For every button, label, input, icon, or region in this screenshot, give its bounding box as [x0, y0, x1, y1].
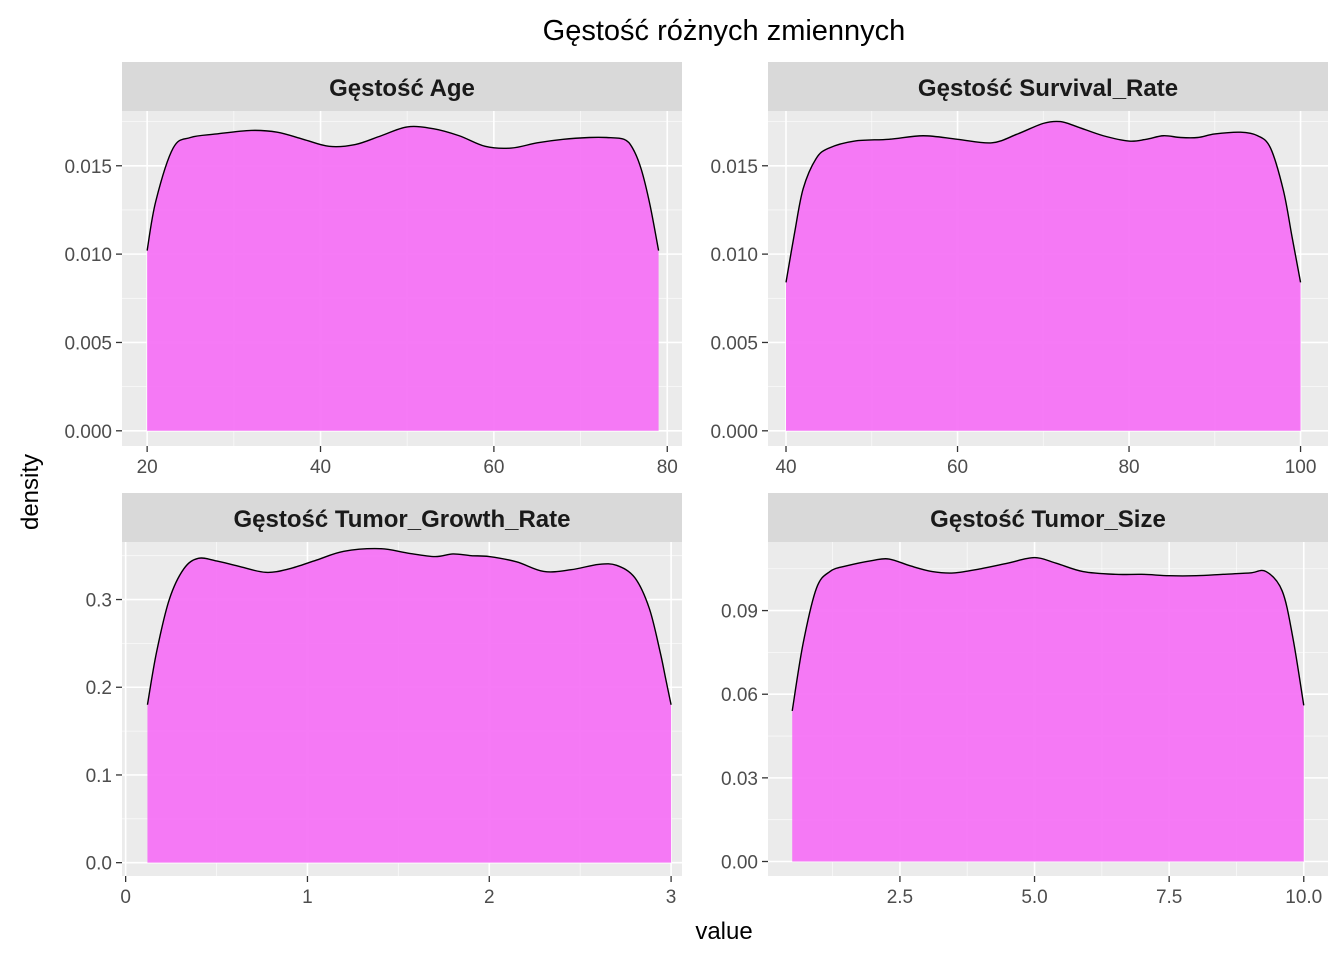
y-tick-label: 0.005 — [710, 333, 758, 354]
facet-strip — [122, 493, 682, 542]
density-line — [146, 125, 660, 251]
y-tick-label: 0.015 — [710, 157, 758, 178]
y-tick-label: 0.000 — [64, 422, 112, 443]
y-tick-label: 0.0 — [86, 854, 112, 875]
y-tick-label: 0.005 — [64, 333, 112, 354]
y-axis-title: density — [17, 454, 44, 530]
x-tick-label: 2.5 — [887, 887, 913, 908]
facet-strip — [122, 62, 682, 111]
facet-panel: Gęstość Tumor_Size 2.5 5.0 7.5 10.0 0.00 0.03 0… — [721, 493, 1328, 908]
facet-strip — [768, 62, 1328, 111]
density-line — [785, 120, 1302, 283]
x-tick-label: 0 — [120, 887, 131, 908]
x-tick-label: 7.5 — [1156, 887, 1182, 908]
facet-strip-label: Gęstość Tumor_Size — [930, 506, 1166, 533]
x-tick-label: 3 — [666, 887, 677, 908]
facet-strip-label: Gęstość Survival_Rate — [918, 75, 1178, 102]
density-area — [147, 548, 672, 863]
density-line — [146, 547, 672, 705]
density-area — [792, 557, 1304, 862]
x-tick-label: 80 — [1118, 457, 1139, 478]
y-tick-label: 0.010 — [710, 245, 758, 266]
x-tick-label: 20 — [137, 457, 158, 478]
y-tick-label: 0.1 — [86, 766, 112, 787]
y-tick-label: 0.09 — [721, 602, 758, 623]
x-tick-label: 1 — [302, 887, 313, 908]
x-tick-label: 40 — [310, 457, 331, 478]
x-axis-title: value — [695, 918, 752, 945]
facet-panel: Gęstość Age 20 40 60 80 0.000 0.005 0.010 0.015 — [64, 62, 682, 478]
y-tick-label: 0.06 — [721, 685, 758, 706]
facet-panel: Gęstość Tumor_Growth_Rate 0 1 2 3 0.0 0.1 0.2 0.… — [86, 493, 682, 908]
facet-panel: Gęstość Survival_Rate 40 60 80 100 0.000 0.005… — [710, 62, 1328, 478]
x-tick-label: 10.0 — [1285, 887, 1322, 908]
chart-title: Gęstość różnych zmiennych — [543, 15, 906, 47]
y-tick-label: 0.03 — [721, 769, 758, 790]
facet-strip-label: Gęstość Tumor_Growth_Rate — [234, 506, 571, 533]
density-area — [147, 126, 659, 431]
x-tick-label: 60 — [483, 457, 504, 478]
y-tick-label: 0.3 — [86, 591, 112, 612]
facet-strip — [768, 493, 1328, 542]
x-tick-label: 60 — [947, 457, 968, 478]
y-tick-label: 0.015 — [64, 157, 112, 178]
y-tick-label: 0.2 — [86, 678, 112, 699]
y-tick-label: 0.00 — [721, 853, 758, 874]
facet-strip-label: Gęstość Age — [329, 75, 475, 102]
x-tick-label: 80 — [657, 457, 678, 478]
density-area — [786, 121, 1301, 431]
x-tick-label: 2 — [484, 887, 495, 908]
x-tick-label: 40 — [775, 457, 796, 478]
x-tick-label: 100 — [1285, 457, 1317, 478]
y-tick-label: 0.010 — [64, 245, 112, 266]
density-line — [791, 556, 1305, 712]
x-tick-label: 5.0 — [1021, 887, 1047, 908]
y-tick-label: 0.000 — [710, 422, 758, 443]
